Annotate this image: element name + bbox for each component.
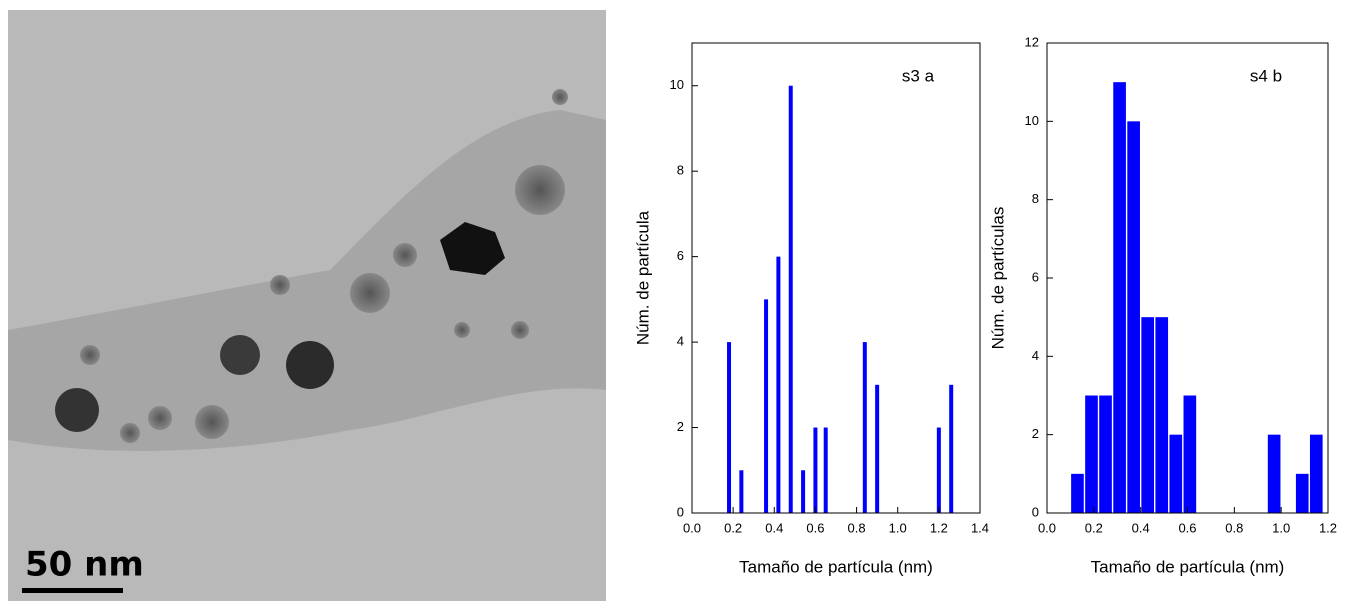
- x-tick-label: 0.4: [765, 520, 783, 535]
- particle: [552, 89, 568, 105]
- sample-region: [8, 110, 606, 451]
- bar: [788, 85, 793, 514]
- y-tick-label: 10: [1025, 113, 1039, 128]
- particle: [55, 388, 99, 432]
- x-tick-label: 0.4: [1132, 520, 1150, 535]
- crystal: [440, 222, 505, 275]
- x-tick-label: 0.2: [1085, 520, 1103, 535]
- histogram-bar: [1267, 434, 1281, 513]
- histogram-bar: [1085, 395, 1098, 513]
- histogram-bar: [1309, 434, 1323, 513]
- x-tick-label: 0.6: [806, 520, 824, 535]
- bar: [862, 342, 867, 513]
- y-tick-label: 12: [1025, 34, 1039, 49]
- particle: [511, 321, 529, 339]
- particle: [350, 273, 390, 313]
- x-axis-label: Tamaño de partícula (nm): [739, 557, 933, 576]
- y-tick-label: 0: [1032, 504, 1039, 519]
- x-axis-label: Tamaño de partícula (nm): [1091, 557, 1285, 576]
- histogram-bar: [1071, 473, 1084, 513]
- bar: [936, 427, 941, 513]
- x-tick-label: 1.4: [971, 520, 989, 535]
- histogram-bar: [1141, 317, 1155, 513]
- x-tick-label: 1.2: [1319, 520, 1337, 535]
- y-axis-label: Núm. de partícula: [633, 210, 652, 345]
- histogram-bar: [1295, 473, 1309, 513]
- bar: [776, 256, 781, 513]
- x-tick-label: 0.6: [1178, 520, 1196, 535]
- x-tick-label: 0.8: [1225, 520, 1243, 535]
- particle: [270, 275, 290, 295]
- scale-bar: [22, 588, 123, 593]
- x-tick-label: 0.2: [724, 520, 742, 535]
- y-tick-label: 6: [1032, 269, 1039, 284]
- y-tick-label: 6: [677, 248, 684, 263]
- particle: [120, 423, 140, 443]
- annotation: s4 b: [1250, 66, 1282, 85]
- y-tick-label: 2: [677, 419, 684, 434]
- x-tick-label: 0.0: [683, 520, 701, 535]
- micrograph: 50 nm: [8, 10, 606, 601]
- y-tick-label: 8: [1032, 191, 1039, 206]
- x-tick-label: 0.8: [848, 520, 866, 535]
- histogram-bar: [1183, 395, 1197, 513]
- x-tick-label: 1.2: [930, 520, 948, 535]
- particle: [80, 345, 100, 365]
- histogram-bar: [1155, 317, 1169, 513]
- bar: [949, 384, 954, 513]
- plot-frame: [691, 42, 981, 514]
- y-tick-label: 8: [677, 163, 684, 178]
- particle: [393, 243, 417, 267]
- particle: [148, 406, 172, 430]
- bar: [727, 342, 732, 513]
- x-tick-label: 1.0: [889, 520, 907, 535]
- y-tick-label: 0: [677, 504, 684, 519]
- y-tick-label: 4: [1032, 348, 1039, 363]
- particle: [515, 165, 565, 215]
- histogram-bar: [1113, 82, 1126, 514]
- particle: [286, 341, 334, 389]
- bar: [813, 427, 818, 513]
- x-tick-label: 0.0: [1038, 520, 1056, 535]
- histogram-bar: [1099, 395, 1112, 513]
- bar: [801, 470, 806, 513]
- bar: [739, 470, 744, 513]
- bar: [764, 299, 769, 513]
- y-tick-label: 4: [677, 334, 684, 349]
- particle: [220, 335, 260, 375]
- x-tick-label: 1.0: [1272, 520, 1290, 535]
- scale-label: 50 nm: [25, 545, 144, 585]
- bar: [823, 427, 828, 513]
- annotation: s3 a: [902, 66, 935, 85]
- bar: [875, 384, 880, 513]
- particle: [195, 405, 229, 439]
- histogram-bar: [1127, 121, 1140, 513]
- y-axis-label: Núm. de partículas: [988, 207, 1007, 350]
- histogram-bar: [1169, 434, 1183, 513]
- particle: [454, 322, 470, 338]
- y-tick-label: 10: [670, 77, 684, 92]
- y-tick-label: 2: [1032, 426, 1039, 441]
